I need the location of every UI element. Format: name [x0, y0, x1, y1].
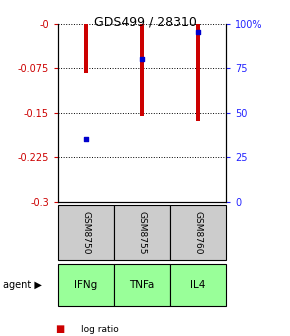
Bar — [140, 24, 144, 116]
Text: GSM8760: GSM8760 — [194, 211, 203, 254]
Text: IL4: IL4 — [191, 280, 206, 290]
Bar — [84, 24, 88, 73]
Text: ■: ■ — [55, 324, 64, 334]
Text: GSM8755: GSM8755 — [137, 211, 147, 254]
Text: agent ▶: agent ▶ — [3, 280, 42, 290]
Text: log ratio: log ratio — [81, 325, 119, 334]
Text: GDS499 / 28310: GDS499 / 28310 — [94, 15, 196, 28]
Point — [140, 56, 144, 62]
Text: TNFa: TNFa — [129, 280, 155, 290]
Bar — [197, 24, 200, 122]
Point — [84, 136, 88, 142]
Point — [196, 30, 200, 35]
Text: IFNg: IFNg — [75, 280, 98, 290]
Text: GSM8750: GSM8750 — [81, 211, 90, 254]
